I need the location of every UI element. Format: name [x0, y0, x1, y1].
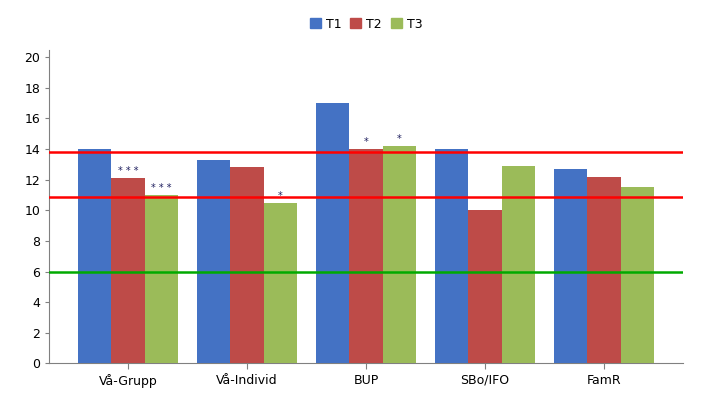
- Text: * * *: * * *: [118, 166, 138, 176]
- Bar: [502, 166, 535, 363]
- Bar: [111, 178, 145, 363]
- Text: *: *: [278, 191, 283, 201]
- Bar: [78, 149, 111, 363]
- Bar: [230, 167, 264, 363]
- Bar: [435, 149, 468, 363]
- Bar: [197, 160, 230, 363]
- Bar: [587, 177, 621, 363]
- Bar: [383, 146, 416, 363]
- Bar: [468, 210, 502, 363]
- Bar: [145, 195, 178, 363]
- Text: *: *: [397, 134, 402, 144]
- Bar: [349, 149, 383, 363]
- Legend: T1, T2, T3: T1, T2, T3: [307, 15, 425, 33]
- Bar: [264, 203, 297, 363]
- Bar: [316, 103, 349, 363]
- Text: *: *: [364, 137, 368, 147]
- Bar: [554, 169, 587, 363]
- Bar: [621, 188, 654, 363]
- Text: * * *: * * *: [151, 183, 172, 193]
